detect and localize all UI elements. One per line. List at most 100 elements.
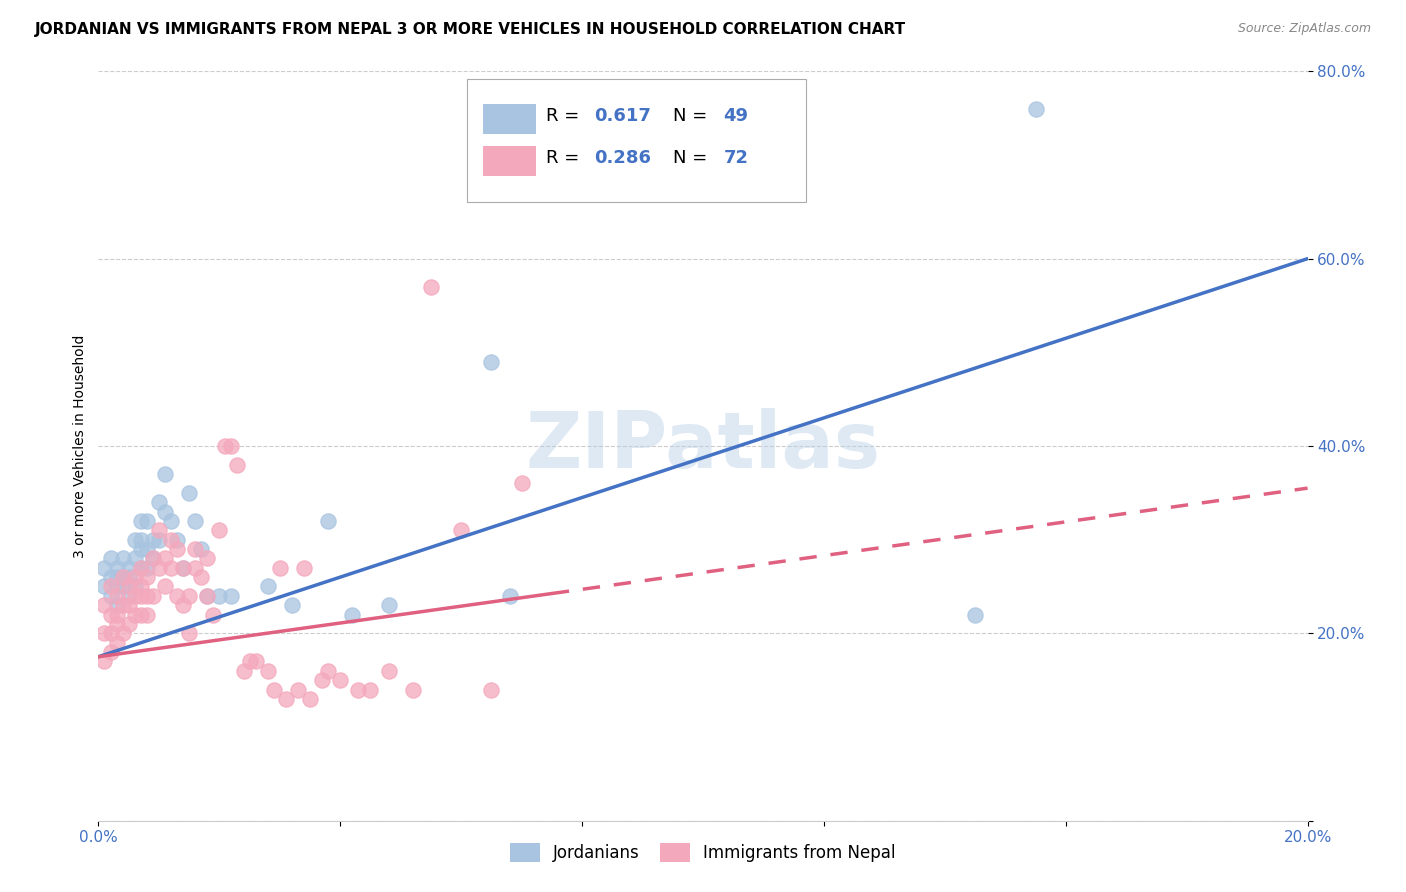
Point: [160, 561, 183, 575]
Point: [105, 617, 128, 632]
Point: [118, 561, 141, 575]
Point: [93, 599, 115, 613]
Point: [135, 514, 157, 528]
Point: [377, 599, 399, 613]
Text: ZIPatlas: ZIPatlas: [526, 408, 880, 484]
Point: [118, 570, 141, 584]
Point: [124, 551, 146, 566]
Point: [105, 589, 128, 603]
Point: [100, 607, 122, 622]
Point: [172, 599, 194, 613]
Point: [498, 589, 520, 603]
Point: [100, 551, 122, 566]
Point: [184, 514, 207, 528]
Point: [190, 570, 212, 584]
Point: [184, 561, 207, 575]
Point: [239, 655, 262, 669]
Point: [129, 607, 152, 622]
Point: [153, 580, 176, 594]
Point: [160, 514, 183, 528]
Point: [93, 580, 115, 594]
Point: [481, 355, 503, 369]
Point: [263, 682, 285, 697]
Point: [142, 551, 165, 566]
Point: [124, 533, 146, 547]
Point: [129, 542, 152, 557]
Point: [142, 589, 165, 603]
Point: [142, 551, 165, 566]
Point: [135, 607, 157, 622]
Point: [142, 533, 165, 547]
Point: [135, 542, 157, 557]
Point: [124, 570, 146, 584]
Point: [166, 542, 188, 557]
Point: [111, 570, 134, 584]
Point: [148, 524, 170, 538]
Point: [148, 533, 170, 547]
Point: [129, 533, 152, 547]
Point: [195, 551, 218, 566]
Point: [124, 589, 146, 603]
Point: [1024, 102, 1046, 116]
Point: [256, 664, 278, 678]
Text: R =: R =: [546, 149, 585, 167]
Point: [292, 561, 315, 575]
Point: [129, 580, 152, 594]
Point: [100, 580, 122, 594]
Legend: Jordanians, Immigrants from Nepal: Jordanians, Immigrants from Nepal: [503, 836, 903, 869]
Point: [256, 580, 278, 594]
Point: [105, 570, 128, 584]
Point: [172, 561, 194, 575]
Point: [111, 580, 134, 594]
Point: [93, 626, 115, 640]
Point: [179, 589, 201, 603]
Point: [360, 682, 382, 697]
Point: [420, 280, 443, 294]
Point: [402, 682, 425, 697]
FancyBboxPatch shape: [482, 103, 536, 134]
Point: [450, 524, 472, 538]
Point: [190, 542, 212, 557]
Point: [208, 524, 231, 538]
Point: [153, 467, 176, 482]
Point: [135, 570, 157, 584]
Point: [129, 561, 152, 575]
Point: [287, 682, 309, 697]
Point: [316, 514, 339, 528]
Point: [124, 580, 146, 594]
Point: [100, 626, 122, 640]
Text: 0.617: 0.617: [595, 106, 651, 125]
Point: [111, 570, 134, 584]
Point: [172, 561, 194, 575]
Point: [100, 570, 122, 584]
Text: R =: R =: [546, 106, 585, 125]
Point: [105, 561, 128, 575]
Point: [184, 542, 207, 557]
Point: [269, 561, 291, 575]
Point: [135, 561, 157, 575]
Point: [100, 589, 122, 603]
Point: [214, 439, 236, 453]
Point: [377, 664, 399, 678]
Point: [100, 645, 122, 659]
Point: [195, 589, 218, 603]
Point: [226, 458, 249, 472]
Y-axis label: 3 or more Vehicles in Household: 3 or more Vehicles in Household: [73, 334, 87, 558]
Point: [129, 589, 152, 603]
Point: [195, 589, 218, 603]
Point: [118, 589, 141, 603]
Point: [221, 589, 243, 603]
Text: 49: 49: [724, 106, 748, 125]
Point: [105, 607, 128, 622]
Point: [124, 607, 146, 622]
Text: Source: ZipAtlas.com: Source: ZipAtlas.com: [1237, 22, 1371, 36]
Point: [179, 626, 201, 640]
FancyBboxPatch shape: [467, 78, 806, 202]
FancyBboxPatch shape: [482, 145, 536, 176]
Point: [105, 599, 128, 613]
Point: [148, 561, 170, 575]
Point: [105, 635, 128, 649]
Point: [111, 551, 134, 566]
Point: [481, 682, 503, 697]
Point: [160, 533, 183, 547]
